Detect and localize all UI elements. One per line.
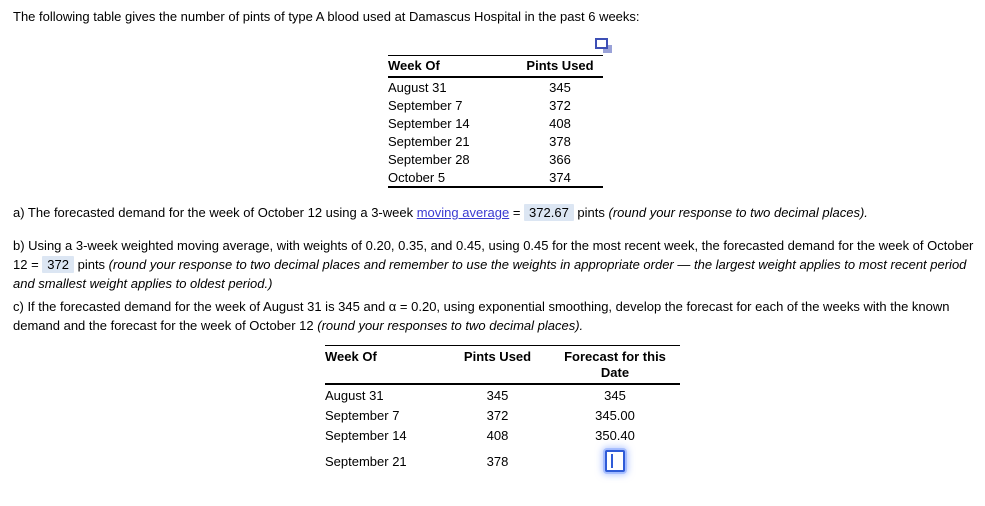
t2-header-week: Week Of — [325, 345, 445, 385]
part-c: c) If the forecasted demand for the week… — [13, 297, 977, 335]
forecast-table: Week Of Pints Used Forecast for this Dat… — [325, 345, 680, 477]
part-b: b) Using a 3-week weighted moving averag… — [13, 236, 977, 293]
forecast-input[interactable] — [605, 450, 625, 472]
pints-table: Week Of Pints Used August 31 345 Septemb… — [388, 55, 603, 188]
t1-week-cell: October 5 — [388, 168, 517, 188]
moving-average-link[interactable]: moving average — [416, 205, 510, 220]
part-c-line1: c) If the forecasted demand for the week… — [13, 299, 950, 314]
table-row: September 21 378 — [325, 445, 680, 477]
t1-pints-cell: 378 — [549, 133, 571, 149]
table-header-row: Week Of Pints Used — [388, 55, 603, 78]
table-row: September 28 366 — [388, 150, 603, 168]
t1-pints-cell: 372 — [549, 97, 571, 113]
t1-week-cell: September 28 — [388, 151, 470, 167]
table-row: September 21 378 — [388, 132, 603, 150]
pints-table-container: Week Of Pints Used August 31 345 Septemb… — [388, 38, 612, 188]
t2-pints-cell: 378 — [486, 453, 509, 469]
t2-pints-cell: 408 — [486, 427, 509, 443]
t2-week-cell: September 7 — [325, 407, 400, 423]
part-b-instruction: (round your response to two decimal plac… — [108, 257, 967, 272]
t1-week-cell: September 7 — [388, 97, 463, 113]
t2-forecast-cell: 345.00 — [595, 407, 635, 423]
pop-out-back-square — [595, 38, 608, 49]
t1-pints-cell: 345 — [549, 79, 571, 95]
t1-header-pints: Pints Used — [517, 55, 603, 78]
part-b-line1: b) Using a 3-week weighted moving averag… — [13, 238, 974, 253]
t1-header-week: Week Of — [388, 55, 517, 78]
text-caret — [611, 454, 613, 468]
t2-forecast-cell: 345 — [604, 387, 626, 403]
t1-pints-cell: 408 — [549, 115, 571, 131]
t2-pints-cell: 372 — [486, 407, 509, 423]
pop-out-table-icon[interactable] — [595, 38, 612, 53]
t1-pints-cell: 374 — [517, 168, 603, 188]
t2-header-forecast: Forecast for this Date — [550, 345, 680, 385]
t2-week-cell: September 14 — [325, 427, 407, 443]
part-a-instruction: (round your response to two decimal plac… — [608, 205, 868, 220]
part-b-prefix: 12 = — [13, 257, 43, 272]
table-row: August 31 345 — [388, 77, 603, 96]
part-a: a) The forecasted demand for the week of… — [13, 203, 977, 222]
table-row: September 7 372 345.00 — [325, 405, 680, 425]
part-c-instruction: (round your responses to two decimal pla… — [317, 318, 584, 333]
part-a-equals: = — [509, 205, 525, 220]
t2-header-pints: Pints Used — [445, 345, 550, 385]
part-b-units: pints — [73, 257, 109, 272]
part-c-line2: demand and the forecast for the week of … — [13, 316, 977, 335]
t2-week-cell: August 31 — [325, 387, 384, 403]
part-a-units: pints — [573, 205, 609, 220]
table-row: September 14 408 350.40 — [325, 425, 680, 445]
pop-out-front-square — [603, 45, 612, 53]
t2-week-cell: September 21 — [325, 453, 407, 469]
t1-pints-cell: 366 — [549, 151, 571, 167]
t2-forecast-cell: 350.40 — [595, 427, 635, 443]
t1-week-cell: September 21 — [388, 133, 470, 149]
t1-week-cell: September 14 — [388, 115, 470, 131]
t2-forecast-input-cell — [550, 445, 680, 477]
part-a-text: a) The forecasted demand for the week of… — [13, 205, 417, 220]
question-intro: The following table gives the number of … — [13, 9, 640, 24]
part-b-line3: and smallest weight applies to oldest pe… — [13, 276, 273, 291]
answer-box-b: 372 — [42, 256, 74, 273]
table-row: August 31 345 345 — [325, 384, 680, 405]
answer-box-a: 372.67 — [524, 204, 574, 221]
table-row: September 14 408 — [388, 114, 603, 132]
part-b-line2: 12 = 372 pints (round your response to t… — [13, 255, 977, 274]
part-c-text: demand and the forecast for the week of … — [13, 318, 318, 333]
t1-week-cell: August 31 — [388, 79, 447, 95]
table-header-row: Week Of Pints Used Forecast for this Dat… — [325, 345, 680, 385]
table-row: September 7 372 — [388, 96, 603, 114]
table-row: October 5 374 — [388, 168, 603, 188]
forecast-table-container: Week Of Pints Used Forecast for this Dat… — [325, 345, 680, 477]
t2-pints-cell: 345 — [486, 387, 509, 403]
forecast-input-wrap — [605, 450, 625, 472]
